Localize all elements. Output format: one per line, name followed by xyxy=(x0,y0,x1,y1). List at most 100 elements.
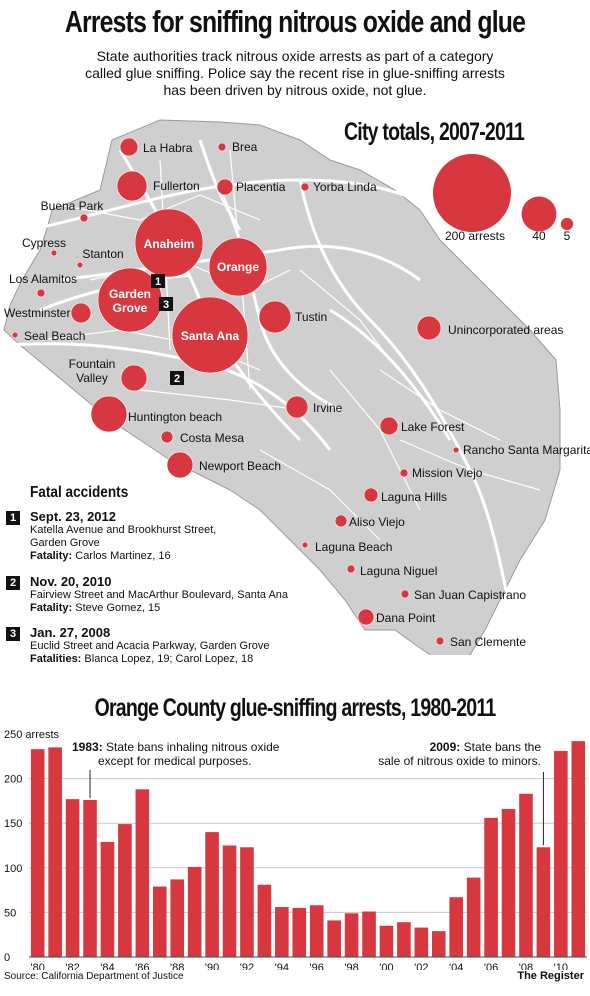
city-bubble xyxy=(171,296,249,374)
bar xyxy=(118,824,132,957)
city-bubble xyxy=(116,170,148,202)
x-tick-label: '10 xyxy=(554,962,568,970)
accident-date: Sept. 23, 2012 xyxy=(30,509,116,524)
bar xyxy=(257,884,272,957)
chart-annotation: 2009: State bans the sale of nitrous oxid… xyxy=(378,740,541,768)
city-bubble xyxy=(399,468,409,478)
x-tick-label: '84 xyxy=(100,962,114,970)
x-tick-label: '94 xyxy=(275,962,289,970)
city-bubble xyxy=(160,430,174,444)
city-label: Santa Ana xyxy=(181,329,240,343)
arrests-bar-chart: 0 50 100 150 200 250 arrests '80 '82 '84 '86 '88 '9… xyxy=(4,729,587,970)
city-bubble xyxy=(363,487,379,503)
bar xyxy=(292,907,307,957)
y-tick-label: 100 xyxy=(4,863,22,875)
city-label: Irvine xyxy=(313,401,343,415)
bar xyxy=(275,907,289,957)
x-tick-label: '06 xyxy=(484,962,498,970)
x-tick-label: '02 xyxy=(414,962,428,970)
accident-marker xyxy=(151,274,165,288)
legend-label: 5 xyxy=(564,229,571,243)
city-label: Seal Beach xyxy=(24,329,85,343)
city-label: Laguna Hills xyxy=(381,490,447,504)
city-label: Fullerton xyxy=(153,179,200,193)
city-bubble xyxy=(70,302,92,324)
fatal-accident-1: 1 Sept. 23, 2012 Katella Avenue and Broo… xyxy=(6,509,306,563)
bar xyxy=(327,920,341,957)
marker-badge: 2 xyxy=(6,576,20,590)
city-label: Laguna Niguel xyxy=(360,564,437,578)
city-bubble xyxy=(379,416,399,436)
city-bubble xyxy=(301,541,309,549)
bar xyxy=(362,911,376,957)
city-bubble xyxy=(134,208,204,278)
city-label: La Habra xyxy=(143,141,193,155)
city-bubble xyxy=(90,395,128,433)
city-bubble xyxy=(285,395,309,419)
city-label: Yorba Linda xyxy=(313,180,377,194)
city-label: Unincorporated areas xyxy=(448,323,563,337)
x-tick-label: '82 xyxy=(65,962,79,970)
city-label: San Juan Capistrano xyxy=(414,588,526,602)
bar xyxy=(519,793,533,957)
legend-bubble xyxy=(560,217,574,231)
city-bubble xyxy=(166,451,194,479)
boundary-line xyxy=(139,389,301,411)
bar xyxy=(379,925,394,957)
fatal-accident-2: 2 Nov. 20, 2010 Fairview Street and MacA… xyxy=(6,574,306,615)
city-bubble xyxy=(11,331,19,339)
city-label: Aliso Viejo xyxy=(349,515,405,529)
accident-location: Euclid Street and Acacia Parkway, Garden… xyxy=(30,640,270,652)
bar xyxy=(397,922,411,957)
y-tick-label: 150 xyxy=(4,818,22,830)
bar xyxy=(152,886,167,957)
bubble-legend: 200 arrests 40 5 xyxy=(433,154,574,243)
legend-label: 40 xyxy=(532,229,546,243)
city-label: Laguna Beach xyxy=(315,540,392,554)
city-label: Anaheim xyxy=(144,237,195,251)
city-label: Westminster xyxy=(4,306,70,320)
bar xyxy=(135,789,150,957)
x-tick-label: '90 xyxy=(205,962,219,970)
bar xyxy=(205,832,219,957)
city-label: Buena Park xyxy=(41,199,105,213)
x-tick-label: '98 xyxy=(344,962,358,970)
bar xyxy=(431,931,446,957)
bar xyxy=(170,879,185,957)
bar xyxy=(554,750,568,957)
y-tick-label: 200 xyxy=(4,774,22,786)
city-bubbles: La Habra Brea Fullerton Placentia Yorba Lind… xyxy=(4,137,590,649)
accident-marker-label: 1 xyxy=(155,276,161,288)
boundary-line xyxy=(329,369,421,511)
city-bubble xyxy=(119,137,139,157)
accident-location: Katella Avenue and Brookhurst Street, Ga… xyxy=(30,524,217,549)
accident-marker xyxy=(159,297,173,311)
city-label: Tustin xyxy=(295,310,327,324)
city-label: Orange xyxy=(217,260,259,274)
city-bubble xyxy=(357,608,375,626)
x-tick-label: '92 xyxy=(240,962,254,970)
y-tick-label: 0 xyxy=(4,952,10,964)
bar xyxy=(65,799,80,957)
boundary-line xyxy=(259,449,381,541)
bar xyxy=(48,747,62,957)
accident-marker-label: 3 xyxy=(163,299,169,311)
freeway-line xyxy=(29,178,441,232)
bar xyxy=(449,897,464,957)
x-tick-label: '08 xyxy=(519,962,533,970)
x-tick-label: '86 xyxy=(135,962,149,970)
city-bubble xyxy=(208,237,268,297)
accident-date: Jan. 27, 2008 xyxy=(30,625,111,640)
marker-badge: 1 xyxy=(6,511,20,525)
city-bubble xyxy=(258,300,292,334)
city-label: Los Alamitos xyxy=(9,272,77,286)
city-bubble xyxy=(217,142,227,152)
city-label: San Clemente xyxy=(450,635,526,649)
legend-label: 200 arrests xyxy=(445,229,505,243)
boundary-line xyxy=(379,369,501,441)
bar xyxy=(466,877,481,957)
intro-text: State authorities track nitrous oxide ar… xyxy=(85,48,505,98)
county-map: 200 arrests 40 5 La Habra Brea Fullerton Plac… xyxy=(3,119,590,655)
x-tick-label: '96 xyxy=(310,962,324,970)
city-label: Brea xyxy=(232,140,258,154)
